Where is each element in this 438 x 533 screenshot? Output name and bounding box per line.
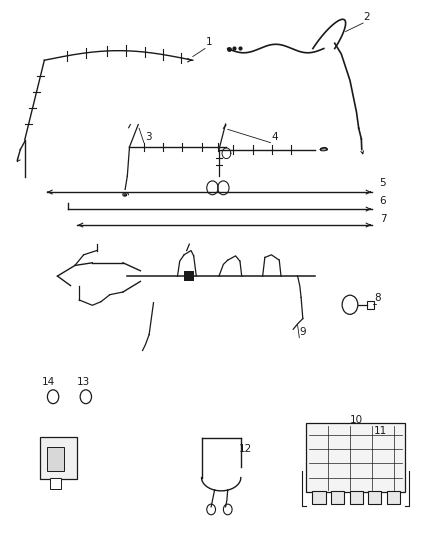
Bar — [312, 491, 325, 504]
Bar — [331, 491, 344, 504]
Text: 10: 10 — [350, 415, 363, 425]
Bar — [46, 447, 64, 471]
Text: 7: 7 — [380, 214, 386, 224]
Text: 4: 4 — [272, 132, 278, 142]
Bar — [49, 478, 60, 489]
Text: 5: 5 — [380, 178, 386, 188]
Text: 1: 1 — [206, 37, 212, 47]
Text: 3: 3 — [145, 132, 152, 142]
Bar — [184, 271, 194, 281]
Text: 8: 8 — [374, 293, 381, 303]
Bar — [350, 491, 363, 504]
Bar — [367, 301, 374, 309]
Text: 12: 12 — [239, 443, 252, 454]
Text: 6: 6 — [380, 197, 386, 206]
Text: 9: 9 — [300, 327, 307, 337]
Bar — [40, 437, 77, 479]
Bar — [387, 491, 400, 504]
Bar — [306, 423, 405, 492]
Text: 13: 13 — [77, 377, 90, 387]
Bar — [368, 491, 381, 504]
Text: 14: 14 — [42, 377, 56, 387]
Text: 2: 2 — [363, 12, 370, 22]
Text: 11: 11 — [374, 425, 387, 435]
